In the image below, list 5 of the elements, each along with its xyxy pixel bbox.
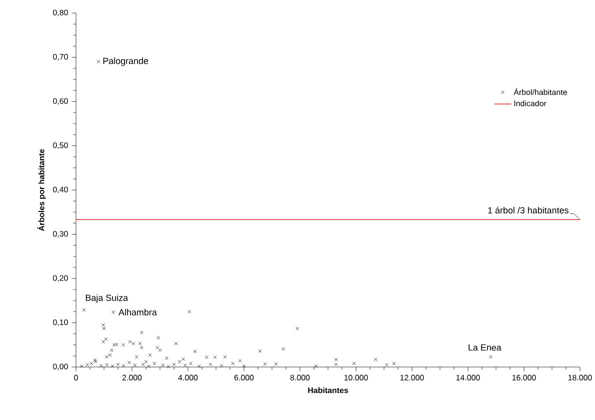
annotation: Baja Suiza	[86, 294, 128, 303]
annotation: Palogrande	[103, 57, 148, 66]
annotation: La Enea	[468, 344, 502, 351]
annotation: Alhambra	[118, 308, 157, 316]
annotation: 1 árbol /3 habitantes	[488, 206, 568, 214]
